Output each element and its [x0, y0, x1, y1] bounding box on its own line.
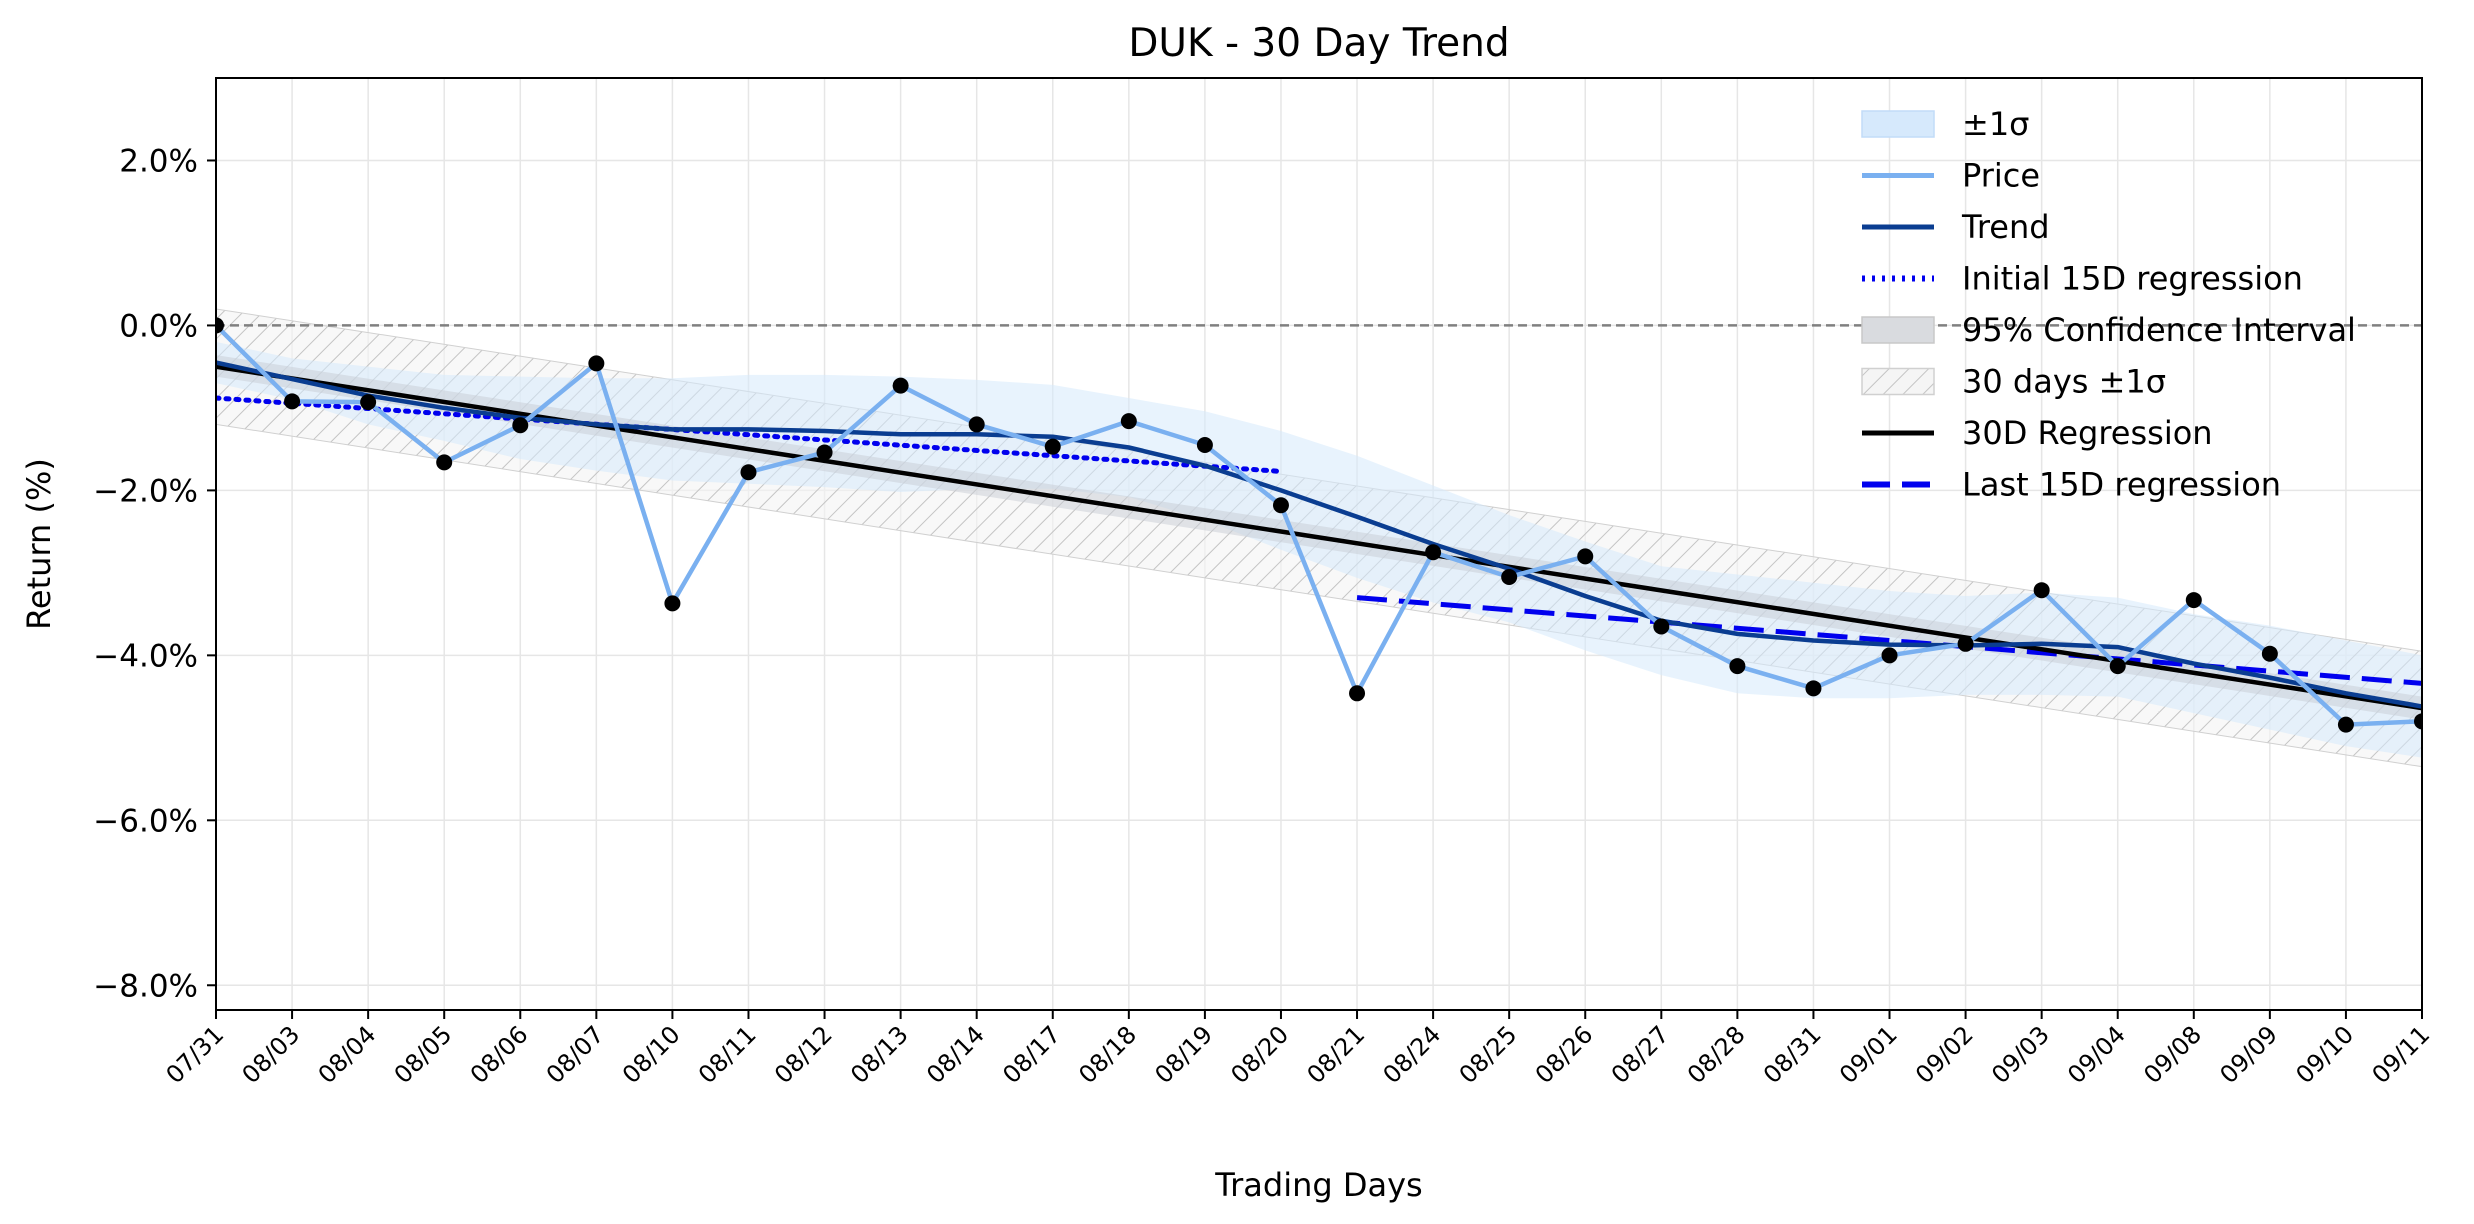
y-tick-label: 0.0%	[119, 308, 198, 344]
price-point	[1272, 497, 1289, 514]
y-tick-label: −2.0%	[93, 473, 198, 509]
x-tick-label: 08/19	[1149, 1020, 1218, 1089]
x-tick-label: 08/12	[769, 1020, 838, 1089]
plot-area	[216, 308, 2422, 768]
x-tick-label: 08/05	[389, 1020, 458, 1089]
legend: ±1σ Price Trend Initial 15D regression 95% C…	[1861, 105, 2356, 504]
x-tick-label: 08/26	[1530, 1020, 1599, 1089]
x-tick-label: 09/04	[2062, 1020, 2131, 1089]
price-point	[1120, 413, 1137, 430]
y-axis-label: Return (%)	[20, 458, 58, 630]
x-tick-label: 09/03	[1986, 1020, 2055, 1089]
legend-label: Last 15D regression	[1962, 466, 2281, 504]
legend-label: Trend	[1961, 208, 2050, 246]
last-15d-regression-line	[1356, 595, 2422, 686]
price-point	[2337, 716, 2354, 733]
x-tick-label: 08/25	[1454, 1020, 1523, 1089]
price-point	[216, 317, 224, 334]
price-point	[664, 595, 681, 612]
x-tick-label: 09/02	[1910, 1020, 1979, 1089]
y-tick-label: −4.0%	[93, 638, 198, 674]
price-point	[1349, 685, 1366, 702]
x-tick-label: 08/20	[1225, 1020, 1294, 1089]
price-point	[436, 454, 453, 471]
price-point	[1881, 647, 1898, 664]
price-point	[1957, 635, 1974, 652]
price-point	[1196, 437, 1213, 454]
legend-label: Price	[1962, 157, 2040, 195]
price-point	[2109, 658, 2126, 675]
x-tick-label: 08/27	[1606, 1020, 1675, 1089]
x-axis-ticks: 07/31 08/03 08/04 08/05 08/06 08/07 08/10 08/11…	[161, 1010, 2436, 1089]
legend-label: 30D Regression	[1962, 414, 2213, 452]
price-point	[1577, 548, 1594, 565]
y-tick-label: 2.0%	[119, 143, 198, 179]
price-point	[2033, 582, 2050, 599]
legend-swatch	[1861, 316, 1935, 344]
legend-label: ±1σ	[1962, 105, 2029, 143]
plot-frame	[215, 77, 2423, 1011]
price-point	[2414, 713, 2422, 730]
trend-line	[216, 360, 2422, 709]
x-tick-label: 08/11	[693, 1020, 762, 1089]
price-line	[216, 323, 2422, 727]
price-point	[2185, 592, 2202, 609]
y-tick-label: −8.0%	[93, 968, 198, 1004]
price-point	[512, 417, 529, 434]
price-point	[1044, 438, 1061, 455]
x-tick-label: 09/11	[2367, 1020, 2436, 1089]
x-tick-label: 08/14	[921, 1020, 990, 1089]
price-point	[1425, 544, 1442, 561]
price-point	[588, 355, 605, 372]
legend-swatch	[1861, 110, 1935, 138]
x-tick-label: 08/31	[1758, 1020, 1827, 1089]
x-tick-label: 08/10	[617, 1020, 686, 1089]
initial-15d-regression-line	[216, 395, 1284, 474]
x-tick-label: 08/13	[845, 1020, 914, 1089]
x-tick-label: 08/24	[1378, 1020, 1447, 1089]
y-tick-label: −6.0%	[93, 803, 198, 839]
x-tick-label: 09/01	[1834, 1020, 1903, 1089]
price-point	[284, 393, 301, 410]
x-tick-label: 09/10	[2290, 1020, 2359, 1089]
x-tick-label: 09/09	[2214, 1020, 2283, 1089]
price-point	[2261, 645, 2278, 662]
price-point	[1805, 680, 1822, 697]
legend-label: Initial 15D regression	[1962, 260, 2303, 298]
x-tick-label: 08/17	[997, 1020, 1066, 1089]
x-tick-label: 08/21	[1302, 1020, 1371, 1089]
x-tick-label: 08/18	[1073, 1020, 1142, 1089]
x-tick-label: 08/03	[237, 1020, 306, 1089]
legend-swatch	[1861, 367, 1935, 396]
legend-label: 30 days ±1σ	[1962, 363, 2166, 401]
x-tick-label: 08/07	[541, 1020, 610, 1089]
x-tick-label: 09/08	[2138, 1020, 2207, 1089]
price-point	[360, 394, 377, 411]
x-tick-label: 08/06	[465, 1020, 534, 1089]
price-point	[1729, 658, 1746, 675]
price-point	[816, 444, 833, 461]
price-point	[892, 377, 909, 394]
x-axis-label: Trading Days	[1214, 1166, 1422, 1204]
chart-title: DUK - 30 Day Trend	[1128, 21, 1509, 66]
x-tick-label: 07/31	[161, 1020, 230, 1089]
x-tick-label: 08/28	[1682, 1020, 1751, 1089]
legend-label: 95% Confidence Interval	[1962, 311, 2356, 349]
price-point	[1501, 568, 1518, 585]
price-point	[740, 464, 757, 481]
x-tick-label: 08/04	[313, 1020, 382, 1089]
price-point	[968, 416, 985, 433]
price-point	[1653, 618, 1670, 635]
y-axis-ticks: −8.0% −6.0% −4.0% −2.0% 0.0% 2.0%	[93, 143, 216, 1004]
